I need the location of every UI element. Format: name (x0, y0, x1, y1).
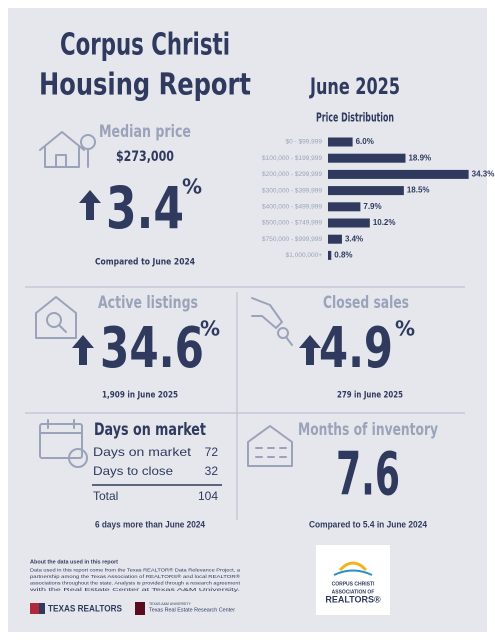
bar-value: 34.3% (472, 170, 495, 179)
key-hand-icon (251, 297, 293, 346)
about-line: Data used in this report come from the T… (30, 566, 240, 573)
bar-value: 6.0% (356, 137, 374, 146)
bar-label: $0 - $99,999 (285, 139, 322, 146)
change-value: 4.9 (319, 316, 393, 381)
median-price: $273,000 (116, 149, 174, 165)
days-table: Days on market 72 Days to close 32 Total 104 (93, 445, 218, 503)
building-icon (247, 425, 293, 467)
logo-text: CORPUS CHRISTI (332, 581, 375, 587)
distribution-title: Price Distribution (316, 111, 394, 125)
bar-label: $750,000 - $999,999 (262, 236, 322, 243)
note: 1,909 in June 2025 (102, 391, 178, 401)
bar-value: 7.9% (363, 202, 381, 211)
texas-realtors-logo: TEXAS REALTORS (30, 603, 122, 614)
page-background (8, 8, 487, 632)
bar-label: $100,000 - $199,999 (262, 155, 322, 162)
bar (328, 202, 361, 212)
bar (328, 250, 332, 260)
row-label: Days on market (93, 445, 192, 459)
section-title: Months of inventory (298, 420, 438, 440)
section-title: Median price (99, 122, 191, 142)
row-value: 72 (205, 445, 219, 459)
bar-label: $500,000 - $749,999 (262, 220, 322, 227)
house-icon (39, 131, 96, 168)
search-house-icon (35, 296, 77, 339)
calendar-icon (39, 419, 88, 468)
section-title: Closed sales (323, 293, 409, 313)
bar-value: 18.5% (407, 186, 430, 195)
logo-text: ASSOCIATION OF (332, 589, 375, 595)
note: 6 days more than June 2024 (95, 519, 205, 529)
change-value: 3.4 (106, 174, 184, 242)
bar (328, 186, 404, 196)
note: 279 in June 2025 (337, 391, 403, 401)
logo-text: Texas Real Estate Research Center (149, 607, 235, 613)
inventory-value: 7.6 (336, 440, 400, 510)
bar (328, 169, 469, 179)
price-distribution: $0 - $99,999 6.0% $100,000 - $199,999 18.9%… (262, 137, 494, 260)
logo-text: REALTORS® (325, 594, 381, 604)
bar (328, 218, 370, 228)
up-arrow (79, 190, 101, 220)
change-unit: % (182, 175, 202, 199)
section-title: Days on market (94, 420, 206, 440)
bar-value: 10.2% (373, 218, 396, 227)
title: Housing Report (39, 68, 251, 103)
bar (328, 137, 353, 147)
note: Compared to June 2024 (95, 258, 195, 268)
about-line: partnership among the Texas Association … (30, 573, 241, 580)
about-line: associations throughout the state. Analy… (30, 580, 241, 586)
title: Corpus Christi (60, 28, 230, 63)
research-center-logo: TEXAS A&M UNIVERSITY Texas Real Estate R… (135, 602, 235, 615)
up-arrow (299, 335, 321, 365)
logo-text: TEXAS A&M UNIVERSITY (149, 602, 191, 606)
row-label: Days to close (93, 464, 173, 478)
change-unit: % (200, 317, 220, 341)
about-line: with the Real Estate Center at Texas A&M… (30, 587, 240, 593)
change-value: 34.6 (100, 316, 204, 381)
bar-value: 18.9% (408, 153, 431, 162)
bar-value: 0.8% (334, 251, 352, 260)
note: Compared to 5.4 in June 2024 (309, 519, 427, 529)
logo-text: TEXAS REALTORS (48, 603, 122, 613)
wave-mark (333, 569, 373, 576)
row-value: 32 (205, 464, 219, 478)
up-arrow (72, 335, 94, 365)
bar-value: 3.4% (345, 234, 363, 243)
sun-mark (338, 561, 368, 572)
section-title: Active listings (98, 293, 198, 313)
bar-label: $400,000 - $499,999 (262, 204, 322, 211)
about-text: Data used in this report come from the T… (30, 566, 241, 593)
bar (328, 153, 406, 163)
period: June 2025 (309, 75, 400, 100)
total-label: Total (93, 489, 118, 503)
about-title: About the data used in this report (30, 559, 118, 565)
association-logo-box (316, 545, 390, 615)
change-unit: % (395, 317, 415, 341)
bar-label: $1,000,000+ (286, 252, 323, 259)
bar-label: $200,000 - $299,999 (262, 171, 322, 178)
total-value: 104 (198, 489, 218, 503)
bar (328, 234, 342, 244)
bar-label: $300,000 - $399,999 (262, 187, 322, 194)
